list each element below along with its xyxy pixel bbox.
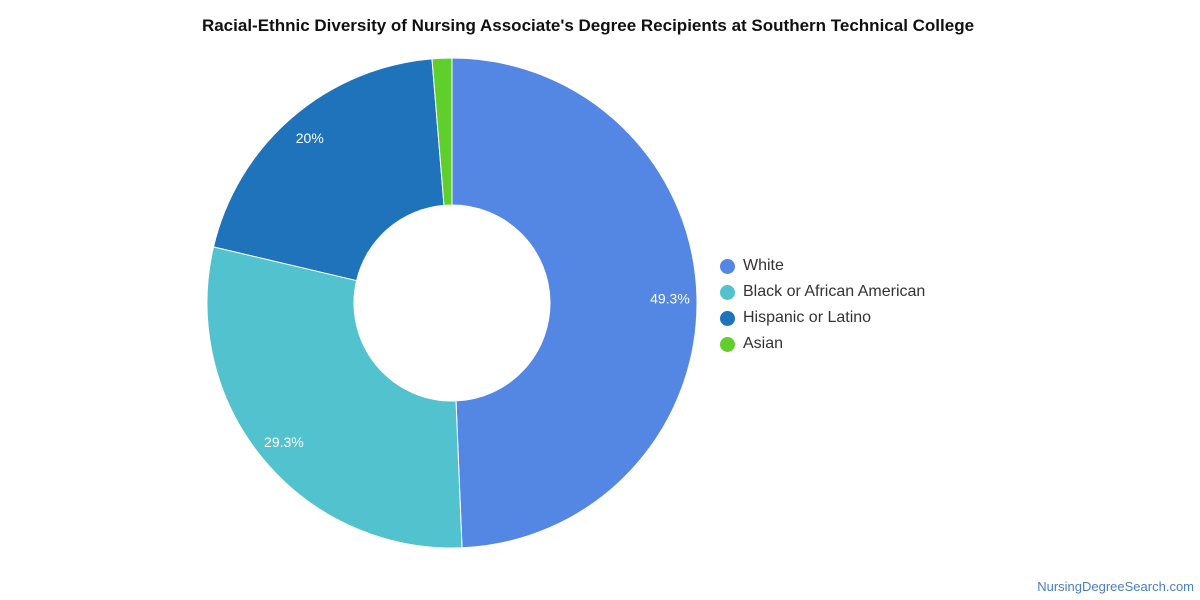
legend-label: Asian: [743, 335, 784, 352]
legend-item-white[interactable]: White: [720, 253, 925, 279]
legend-label: White: [743, 257, 784, 274]
slice-label-hispanic-or-latino: 20%: [296, 130, 324, 146]
slice-black-or-african-american[interactable]: [206, 246, 463, 549]
slice-asian[interactable]: [431, 57, 453, 206]
legend-swatch: [720, 258, 735, 274]
legend-swatch: [720, 284, 735, 300]
chart-legend: White Black or African American Hispanic o…: [720, 253, 925, 357]
legend-swatch: [720, 336, 735, 352]
chart-title: Racial-Ethnic Diversity of Nursing Assoc…: [201, 16, 975, 35]
legend-item-hispanic-or-latino[interactable]: Hispanic or Latino: [720, 305, 925, 331]
slice-label-black-or-african-american: 29.3%: [264, 434, 304, 450]
legend-label: Black or African American: [743, 283, 926, 300]
legend-label: Hispanic or Latino: [743, 309, 872, 326]
slice-white[interactable]: [451, 57, 698, 549]
legend-item-black-or-african-american[interactable]: Black or African American: [720, 279, 925, 305]
slice-hispanic-or-latino[interactable]: [212, 58, 445, 282]
slice-label-white: 49.3%: [650, 291, 690, 307]
legend-item-asian[interactable]: Asian: [720, 331, 925, 357]
legend-swatch: [720, 310, 735, 326]
watermark-link[interactable]: NursingDegreeSearch.com: [1037, 579, 1194, 594]
